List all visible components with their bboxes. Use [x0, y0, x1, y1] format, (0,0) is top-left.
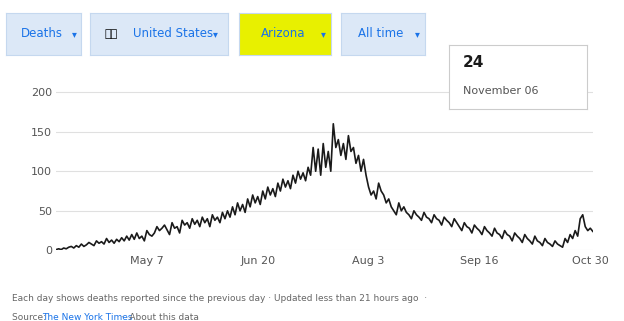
Text: Source:: Source:: [12, 313, 52, 321]
Text: Each day shows deaths reported since the previous day · Updated less than 21 hou: Each day shows deaths reported since the…: [12, 294, 427, 303]
Text: United States: United States: [133, 27, 213, 40]
Text: The New York Times: The New York Times: [42, 313, 133, 321]
Text: ▾: ▾: [72, 29, 77, 39]
Text: 🇺🇸: 🇺🇸: [104, 29, 117, 39]
Text: ▾: ▾: [321, 29, 326, 39]
Text: 24: 24: [463, 56, 484, 70]
Text: November 06: November 06: [463, 86, 539, 96]
Text: ▾: ▾: [415, 29, 420, 39]
Text: ·  About this data: · About this data: [115, 313, 199, 321]
Text: Deaths: Deaths: [21, 27, 63, 40]
Text: Arizona: Arizona: [261, 27, 306, 40]
Text: ▾: ▾: [213, 29, 218, 39]
Text: All time: All time: [358, 27, 404, 40]
